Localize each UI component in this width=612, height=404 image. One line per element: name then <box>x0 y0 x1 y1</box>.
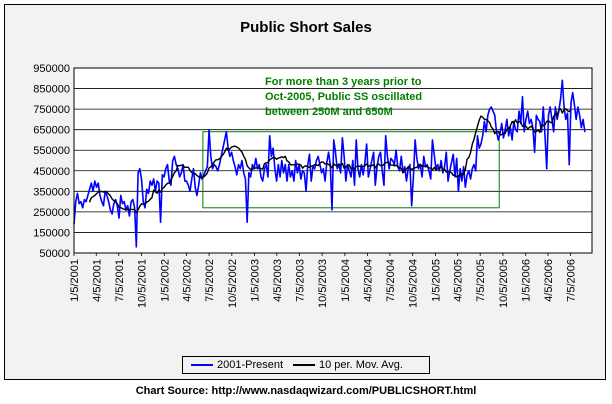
x-tick-label: 4/5/2003 <box>272 259 284 302</box>
y-tick-label: 650000 <box>33 125 70 137</box>
x-tick-label: 7/5/2003 <box>294 259 306 302</box>
y-tick-label: 350000 <box>33 186 70 198</box>
x-tick-label: 1/5/2003 <box>250 259 262 302</box>
legend-swatch-series-0 <box>191 364 213 367</box>
x-tick-label: 4/5/2006 <box>543 259 555 302</box>
annotation-text: between 250M and 650M <box>265 106 393 118</box>
y-tick-label: 250000 <box>33 207 70 219</box>
x-tick-label: 7/5/2001 <box>114 259 126 302</box>
chart-plot: For more than 3 years prior to Oct-2005, … <box>33 63 593 308</box>
x-tick-label: 7/5/2006 <box>565 259 577 302</box>
x-tick-label: 4/5/2002 <box>182 259 194 302</box>
x-tick-label: 4/5/2001 <box>91 259 103 302</box>
x-tick-label: 7/5/2002 <box>204 259 216 302</box>
chart-legend: 2001-Present 10 per. Mov. Avg. <box>182 356 430 374</box>
legend-item-series-1: 10 per. Mov. Avg. <box>293 359 403 371</box>
annotation-text: Oct-2005, Public SS oscillated <box>265 91 422 103</box>
legend-swatch-series-1 <box>293 364 315 367</box>
x-tick-label: 1/5/2005 <box>430 259 442 302</box>
plot-border <box>73 67 593 254</box>
annotation-text: For more than 3 years prior to <box>265 76 422 88</box>
chart-title: Public Short Sales <box>240 19 372 36</box>
x-tick-label: 1/5/2001 <box>69 259 81 302</box>
legend-label-series-0: 2001-Present <box>217 359 284 371</box>
y-tick-label: 150000 <box>33 227 70 239</box>
x-tick-label: 4/5/2005 <box>453 259 465 302</box>
x-tick-label: 10/5/2004 <box>408 259 420 308</box>
y-tick-label: 850000 <box>33 84 70 96</box>
x-tick-label: 10/5/2001 <box>137 259 149 308</box>
y-tick-label: 750000 <box>33 104 70 116</box>
x-tick-label: 10/5/2002 <box>227 259 239 308</box>
legend-label-series-1: 10 per. Mov. Avg. <box>319 359 403 371</box>
x-tick-label: 10/5/2005 <box>498 259 510 308</box>
y-tick-label: 550000 <box>33 145 70 157</box>
annotation-box <box>202 131 500 209</box>
series-line-1 <box>88 108 572 214</box>
x-tick-label: 1/5/2004 <box>340 259 352 302</box>
x-tick-label: 7/5/2005 <box>475 259 487 302</box>
y-tick-label: 950000 <box>33 63 70 75</box>
x-tick-label: 1/5/2006 <box>521 259 533 302</box>
legend-item-series-0: 2001-Present <box>191 359 283 371</box>
x-tick-label: 7/5/2004 <box>385 259 397 302</box>
x-tick-label: 10/5/2003 <box>317 259 329 308</box>
chart-source: Chart Source: http://www.nasdaqwizard.co… <box>135 385 477 397</box>
x-tick-label: 4/5/2004 <box>362 259 374 302</box>
x-tick-label: 1/5/2002 <box>159 259 171 302</box>
y-tick-label: 450000 <box>33 166 70 178</box>
y-tick-label: 50000 <box>39 248 70 260</box>
